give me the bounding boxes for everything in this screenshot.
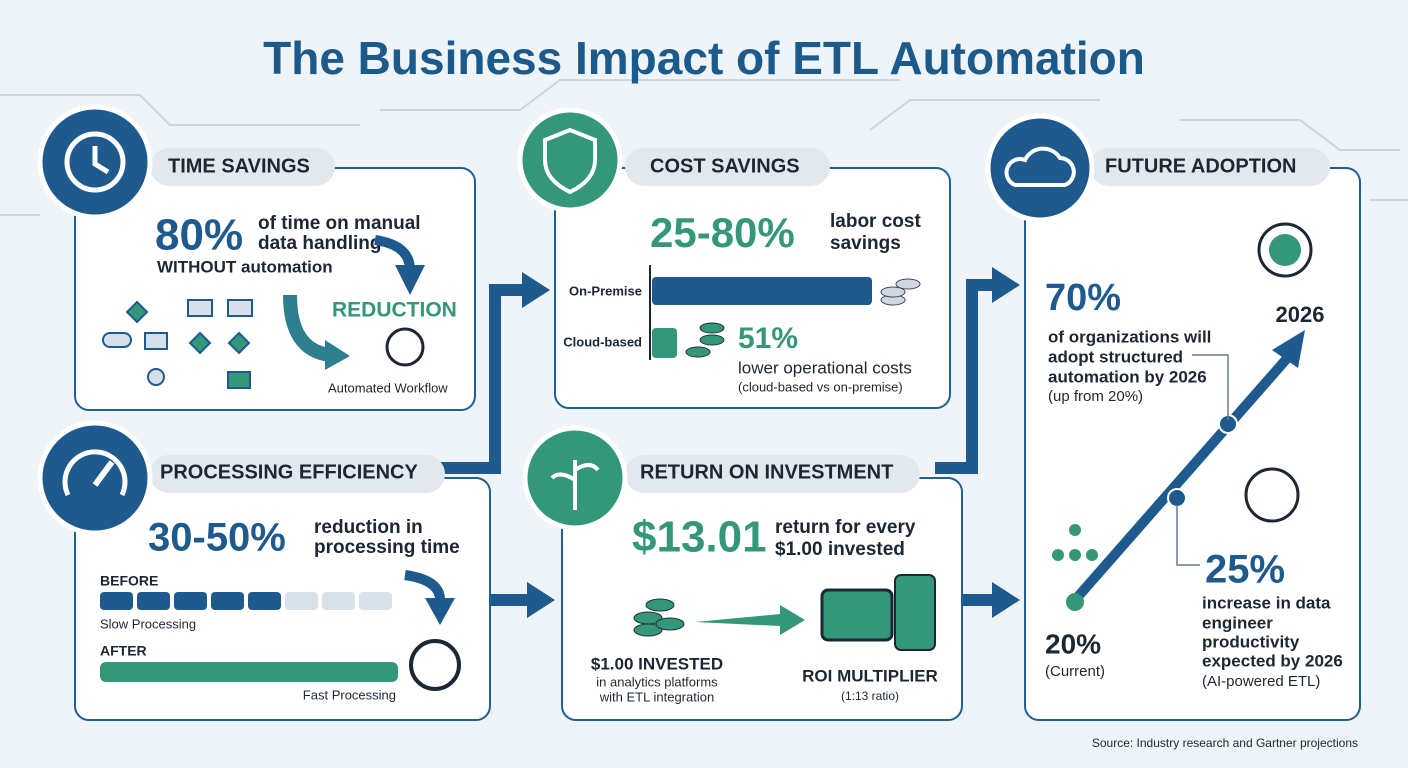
heading-pill xyxy=(1090,148,1330,186)
circuit-decoration xyxy=(0,79,1408,216)
heading: COST SAVINGS xyxy=(650,155,800,177)
stat2-text: increase in data xyxy=(1202,593,1331,612)
flow-arrows xyxy=(440,279,995,606)
stat2-note: (cloud-based vs on-premise) xyxy=(738,379,903,394)
gauge-icon xyxy=(37,420,153,536)
leader-lines xyxy=(1176,354,1229,566)
stat2-text: productivity xyxy=(1202,632,1300,651)
stat-text: of time on manual xyxy=(258,213,421,234)
before-caption: Slow Processing xyxy=(100,616,196,631)
stat2-text: lower operational costs xyxy=(738,358,912,377)
cloud xyxy=(1004,146,1076,187)
stat-text: $1.00 invested xyxy=(775,539,905,560)
stat2: 51% xyxy=(738,322,798,355)
current: 20% xyxy=(1045,628,1101,659)
coin-tower xyxy=(894,574,936,651)
stat2-text: expected by 2026 xyxy=(1202,651,1343,670)
stat-text: return for every xyxy=(775,517,916,538)
source: Source: Industry research and Gartner pr… xyxy=(1092,736,1358,750)
after-caption: Fast Processing xyxy=(303,687,396,702)
stat-text: of organizations will xyxy=(1048,327,1211,346)
stat: 80% xyxy=(155,211,243,260)
on-premise-bar xyxy=(652,277,872,305)
reduction-arrow xyxy=(283,294,332,362)
stat-text: savings xyxy=(830,233,901,254)
workflow-diagram xyxy=(102,299,253,389)
stat-text: reduction in xyxy=(314,517,423,538)
cloud-bar xyxy=(652,328,677,358)
heading: TIME SAVINGS xyxy=(168,155,310,177)
before-label: BEFORE xyxy=(100,573,158,589)
invested-text: in analytics platforms xyxy=(596,674,718,689)
stopwatch-icon xyxy=(409,639,461,691)
coins xyxy=(633,598,685,637)
arrow-head xyxy=(395,265,425,295)
point xyxy=(1167,488,1187,508)
arrow-head xyxy=(425,598,455,625)
heading-pill xyxy=(625,455,920,493)
year: 2026 xyxy=(1276,302,1325,327)
coin-stacks xyxy=(685,278,921,358)
stat: 25-80% xyxy=(650,209,795,256)
gauge-needle xyxy=(92,460,115,487)
ratio: (1:13 ratio) xyxy=(841,689,899,703)
stat: 70% xyxy=(1045,277,1121,319)
panel xyxy=(74,167,476,411)
bar-label: Cloud-based xyxy=(563,334,642,349)
stat: 30-50% xyxy=(148,516,286,560)
fast-progress xyxy=(100,662,398,682)
bar-label: On-Premise xyxy=(569,283,642,298)
treasure-chest xyxy=(820,588,894,642)
heading: RETURN ON INVESTMENT xyxy=(640,461,893,483)
slow-progress xyxy=(100,592,392,610)
stat-text: automation by 2026 xyxy=(1048,367,1207,386)
subtext: WITHOUT automation xyxy=(157,257,333,276)
growth-arrow xyxy=(695,605,805,635)
invested-text: with ETL integration xyxy=(599,689,714,704)
globe xyxy=(1269,234,1301,266)
point xyxy=(1066,593,1084,611)
reduction-label: REDUCTION xyxy=(332,299,457,322)
stat-text: labor cost xyxy=(830,211,921,232)
clock-face xyxy=(64,131,126,193)
clock-icon xyxy=(385,327,425,367)
title: The Business Impact of ETL Automation xyxy=(263,32,1145,84)
clock-hands xyxy=(92,146,110,175)
shield xyxy=(543,127,597,195)
stat2: 25% xyxy=(1205,548,1285,592)
stat: $13.01 xyxy=(632,513,767,562)
cloud-icon xyxy=(985,113,1095,223)
down-arrow xyxy=(404,570,445,601)
heading: FUTURE ADOPTION xyxy=(1105,155,1296,177)
stat2-text: engineer xyxy=(1202,613,1273,632)
ai-icon xyxy=(1244,467,1300,523)
stat2-note: (AI-powered ETL) xyxy=(1202,673,1320,690)
stat-text: processing time xyxy=(314,537,460,558)
arrow-heads xyxy=(522,267,1020,618)
caption: Automated Workflow xyxy=(328,380,448,395)
plant xyxy=(550,460,600,510)
gauge-arc xyxy=(62,449,128,497)
current-label: (Current) xyxy=(1045,663,1105,680)
stat-text: data handling xyxy=(258,233,382,254)
heading-pill xyxy=(625,148,830,186)
multiplier: ROI MULTIPLIER xyxy=(802,666,938,685)
arrow-head xyxy=(325,340,350,370)
heading: PROCESSING EFFICIENCY xyxy=(160,461,418,483)
stat-note: (up from 20%) xyxy=(1048,388,1143,405)
heading-pill xyxy=(150,148,335,186)
invested: $1.00 INVESTED xyxy=(591,654,723,673)
shield-icon xyxy=(517,107,623,213)
growth-curve xyxy=(1071,351,1294,604)
heading-pill xyxy=(150,455,445,493)
stat-text: adopt structured xyxy=(1048,347,1183,366)
after-label: AFTER xyxy=(100,643,147,659)
arrow-head xyxy=(1272,330,1305,368)
people-icon xyxy=(1052,524,1098,561)
